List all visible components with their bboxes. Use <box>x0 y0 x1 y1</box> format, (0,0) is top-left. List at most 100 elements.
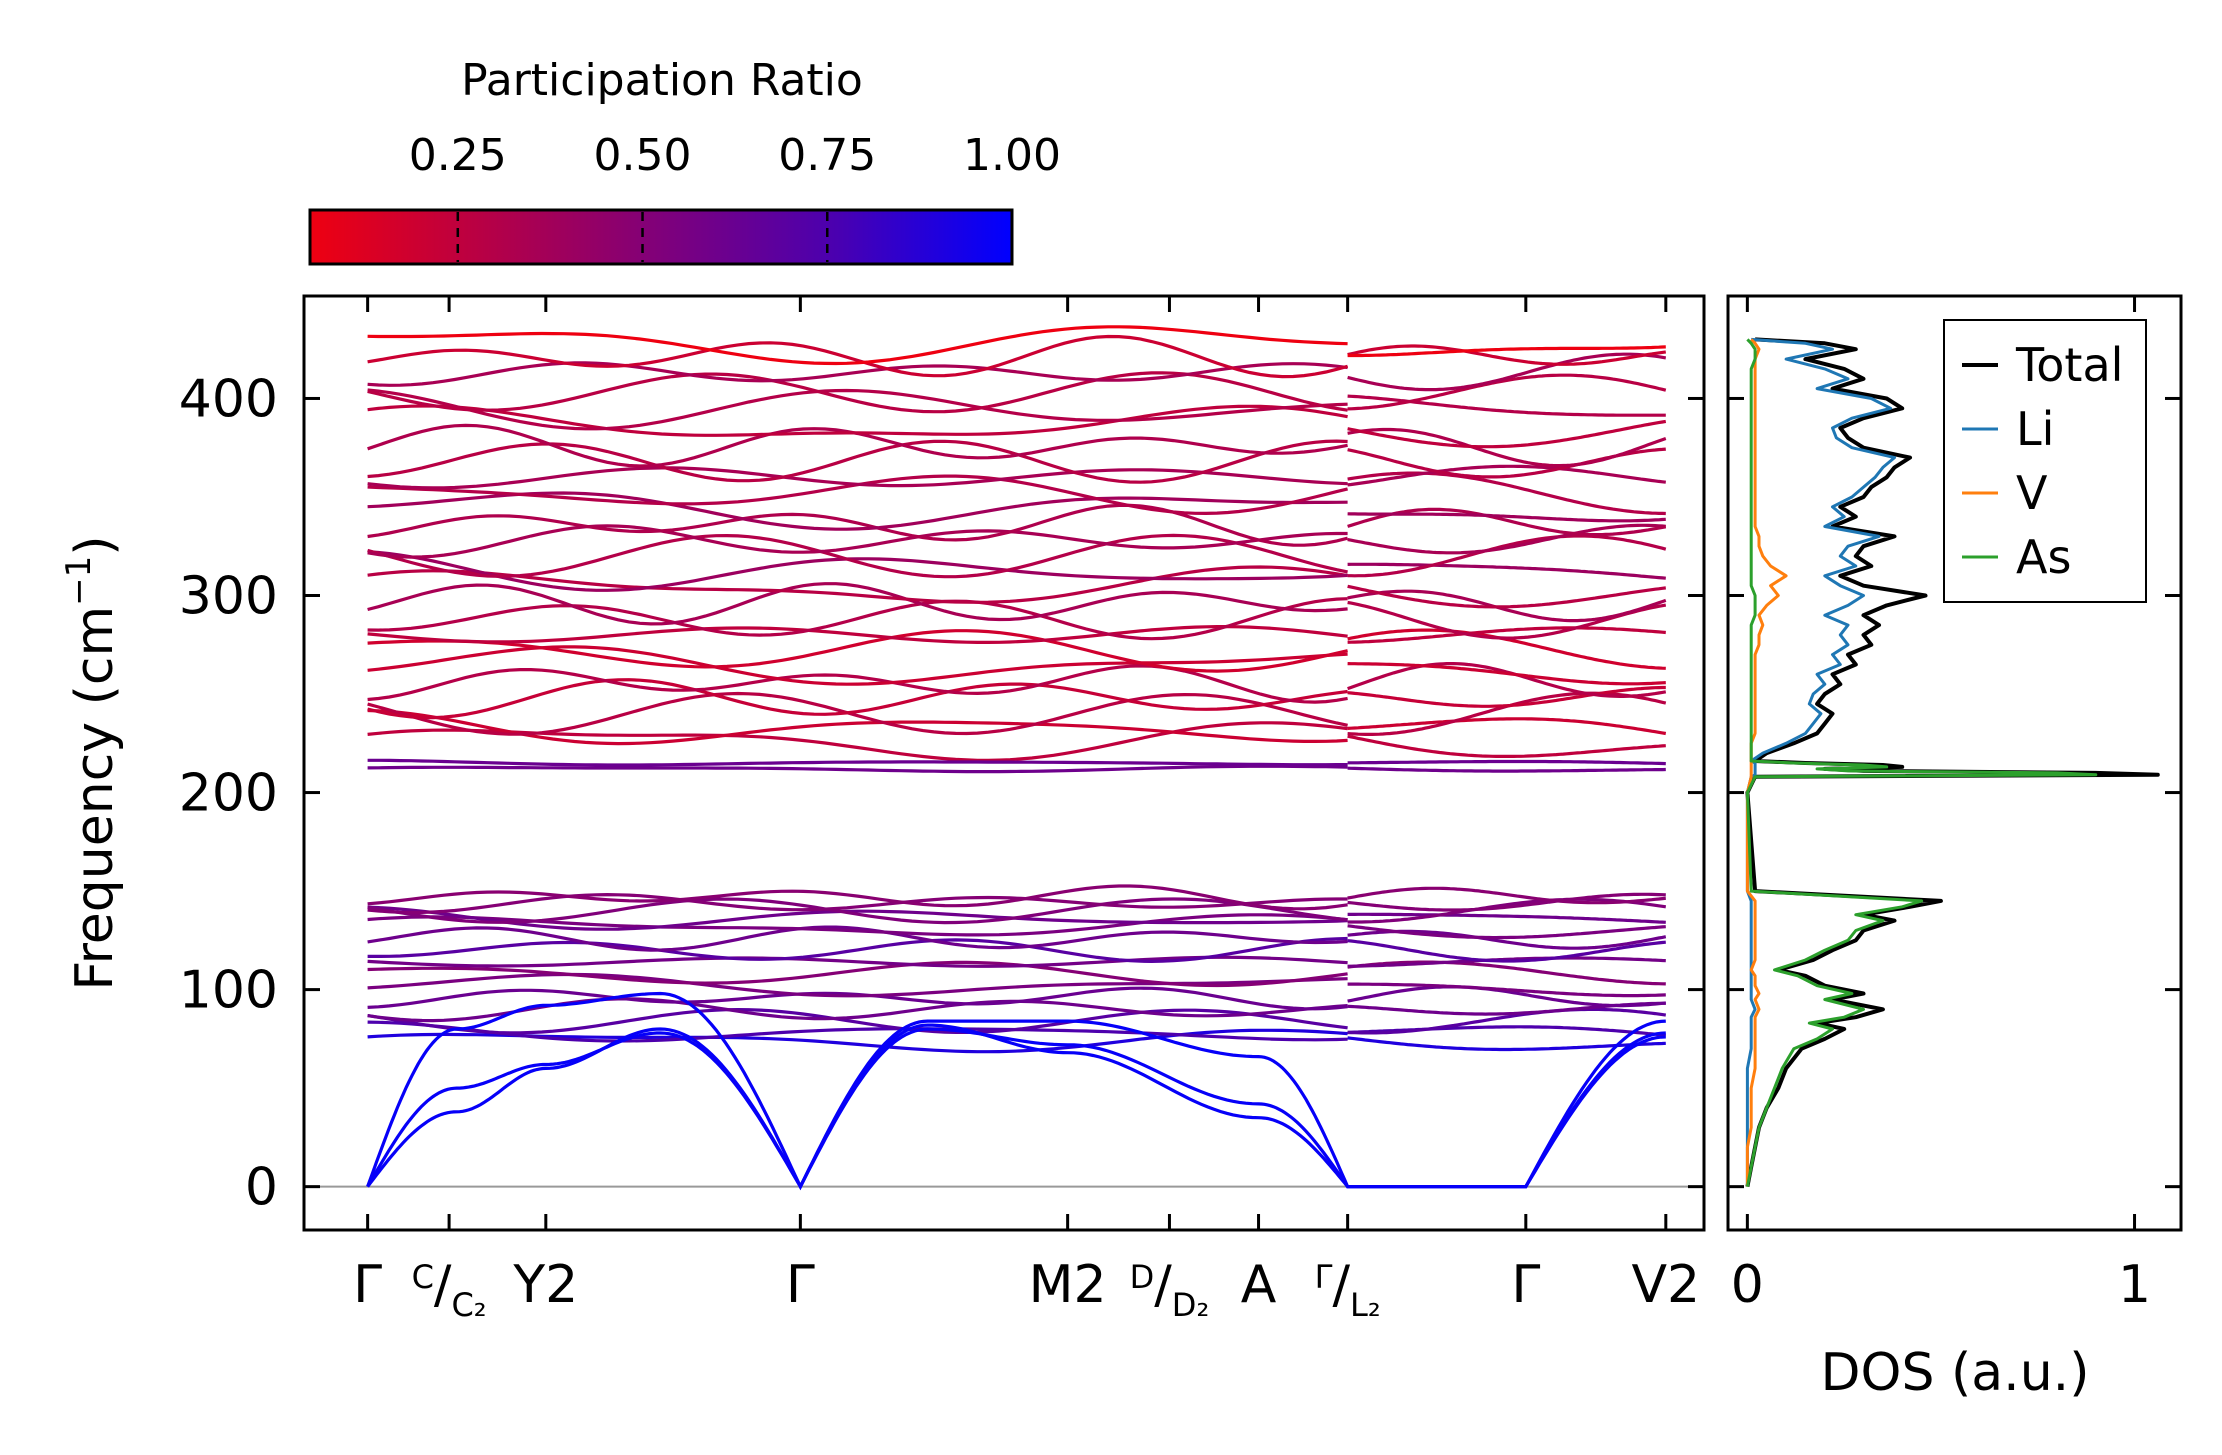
high-optical-band <box>367 404 1348 437</box>
low-optical-band <box>367 997 1348 1023</box>
colorbar-ticks: 0.25 0.50 0.75 1.00 <box>409 130 1061 262</box>
high-optical-band <box>367 524 1348 559</box>
high-optical-band <box>1347 662 1666 686</box>
high-optical-band <box>1347 471 1666 516</box>
band-structure-plot: 0 100 200 300 400 Γ C/C₂ Y2 Γ M2 D/D₂ A Γ/L₂ Γ V2 Fre… <box>59 294 1706 1324</box>
high-optical-band <box>367 439 1348 484</box>
high-optical-band <box>367 550 1348 592</box>
legend-label-li: Li <box>2016 402 2054 456</box>
x-tick-label: Γ <box>1511 1255 1540 1315</box>
colorbar-tick-label: 0.25 <box>409 130 507 181</box>
legend-label-as: As <box>2016 530 2071 584</box>
high-optical-band <box>367 721 1348 762</box>
high-optical-band <box>367 533 1348 579</box>
high-optical-band <box>1347 584 1666 609</box>
high-optical-band <box>1347 685 1666 708</box>
low-optical-band <box>1347 956 1666 968</box>
dos-line-as <box>1745 338 2098 1187</box>
high-optical-band <box>1347 626 1666 644</box>
high-optical-band <box>1347 734 1666 758</box>
band-x-ticks: Γ C/C₂ Y2 Γ M2 D/D₂ A Γ/L₂ Γ V2 <box>353 296 1700 1324</box>
low-optical-band <box>367 1020 1348 1043</box>
isolated-band <box>1347 759 1666 766</box>
high-optical-band <box>367 334 1349 379</box>
low-optical-band <box>367 955 1348 968</box>
x-tick-label: D/D₂ <box>1130 1255 1210 1324</box>
high-optical-band <box>367 582 1348 626</box>
high-optical-band <box>367 645 1348 686</box>
y-tick-label: 400 <box>179 369 278 429</box>
low-optical-band <box>1347 1007 1667 1035</box>
high-optical-band <box>1347 562 1666 580</box>
y-tick-label: 200 <box>179 764 278 824</box>
low-optical-band <box>1347 939 1666 963</box>
high-optical-band <box>1347 464 1666 487</box>
isolated-band <box>367 758 1348 767</box>
y-tick-label: 100 <box>179 961 278 1021</box>
low-optical-band <box>1347 897 1667 924</box>
high-optical-band <box>367 361 1348 387</box>
high-optical-band <box>1347 352 1667 392</box>
x-tick-label: Γ <box>786 1255 815 1315</box>
low-optical-band <box>1347 886 1666 905</box>
low-optical-band <box>1347 1036 1666 1052</box>
x-tick-label: Γ <box>353 1255 382 1315</box>
high-optical-band <box>367 678 1348 720</box>
low-optical-band <box>367 925 1348 952</box>
high-optical-band <box>1347 419 1667 449</box>
high-optical-band <box>367 597 1348 641</box>
high-optical-band <box>1347 512 1666 523</box>
band-lines <box>304 325 1704 1191</box>
low-optical-band <box>367 892 1348 915</box>
colorbar-tick-label: 0.50 <box>594 130 692 181</box>
low-optical-band <box>367 897 1348 925</box>
high-optical-band <box>1347 345 1666 358</box>
dos-line-li <box>1745 337 1896 1187</box>
colorbar-tick-label: 1.00 <box>963 130 1061 181</box>
low-optical-band <box>367 936 1348 964</box>
low-optical-band <box>367 884 1348 911</box>
acoustic-band <box>366 991 1666 1191</box>
high-optical-band <box>367 708 1348 746</box>
high-optical-band <box>1347 717 1667 736</box>
colorbar: Participation Ratio 0.25 0.50 0.75 1.00 <box>308 55 1061 266</box>
high-optical-band <box>1347 589 1667 623</box>
x-tick-label: M2 <box>1029 1255 1107 1315</box>
dos-line-total <box>1745 337 2160 1187</box>
x-tick-label: V2 <box>1631 1255 1700 1315</box>
dos-legend: Total Li V As <box>1943 319 2147 603</box>
y-tick-label: 0 <box>245 1158 278 1218</box>
y-tick-label: 300 <box>179 567 278 627</box>
high-optical-band <box>367 325 1348 366</box>
low-optical-band <box>1347 892 1666 912</box>
band-axes-frame <box>302 294 1706 1232</box>
high-optical-band <box>367 629 1348 673</box>
dos-line-v <box>1745 338 1788 1187</box>
high-optical-band <box>1347 534 1667 578</box>
low-optical-band <box>367 1007 1348 1035</box>
high-optical-band <box>367 503 1348 547</box>
legend-label-v: V <box>2016 466 2048 520</box>
high-optical-band <box>1347 523 1666 555</box>
x-tick-label: C/C₂ <box>412 1255 487 1324</box>
dos-x-tick-label: 1 <box>2118 1255 2151 1315</box>
dos-axes-frame <box>1726 294 2183 1232</box>
low-optical-band <box>1347 912 1666 924</box>
low-optical-band <box>1347 985 1666 1008</box>
x-tick-label: Y2 <box>512 1255 578 1315</box>
low-optical-band <box>367 986 1348 1011</box>
low-optical-band <box>1347 929 1667 950</box>
high-optical-band <box>1347 427 1667 468</box>
x-tick-label: A <box>1241 1255 1277 1315</box>
high-optical-band <box>367 466 1348 490</box>
high-optical-band <box>367 388 1348 431</box>
isolated-band <box>367 764 1348 774</box>
low-optical-band <box>367 905 1348 931</box>
low-optical-band <box>1347 924 1666 940</box>
high-optical-band <box>367 691 1348 736</box>
dos-x-tick-label: 0 <box>1731 1255 1764 1315</box>
dos-x-axis-label: DOS (a.u.) <box>1821 1343 2090 1403</box>
